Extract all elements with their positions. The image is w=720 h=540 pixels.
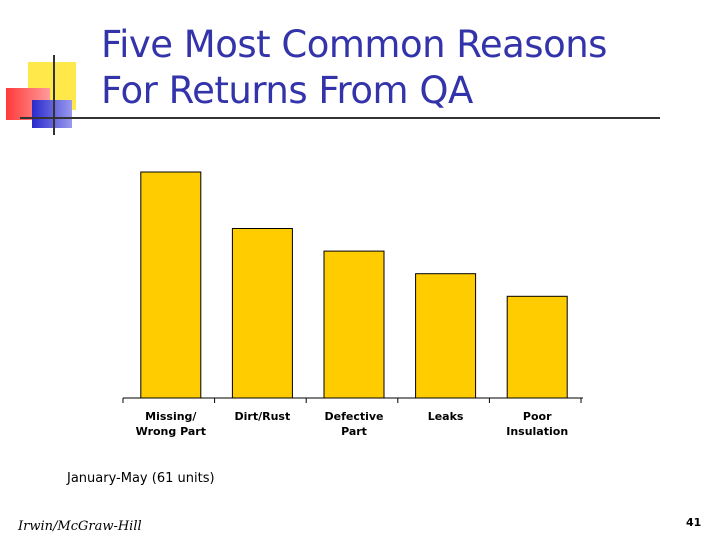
category-label: Defective Part [324,410,383,438]
title-underline [20,117,660,119]
blue-square [32,100,72,128]
category-label: Leaks [428,410,464,423]
page-number: 41 [686,516,702,529]
bars-group [140,171,568,399]
bar [415,273,477,399]
vertical-rule [53,55,55,135]
bar [140,171,202,399]
bar [506,295,568,399]
title-line-1: Five Most Common Reasons [101,23,607,66]
slide-logo-decoration [0,0,100,140]
chart-footnote: January-May (61 units) [67,471,215,486]
bar [323,250,385,399]
category-labels: Missing/Wrong Part Dirt/Rust Defective Part… [136,410,569,438]
bar [231,228,293,399]
category-label: Missing/Wrong Part [136,410,206,438]
title-line-2: For Returns From QA [101,69,473,112]
category-label: Poor Insulation [506,410,568,438]
x-axis-ticks [122,398,582,403]
category-label: Dirt/Rust [235,410,291,423]
publisher-credit: Irwin/McGraw-Hill [18,519,142,534]
slide-title: Five Most Common Reasons For Returns Fro… [101,22,701,114]
